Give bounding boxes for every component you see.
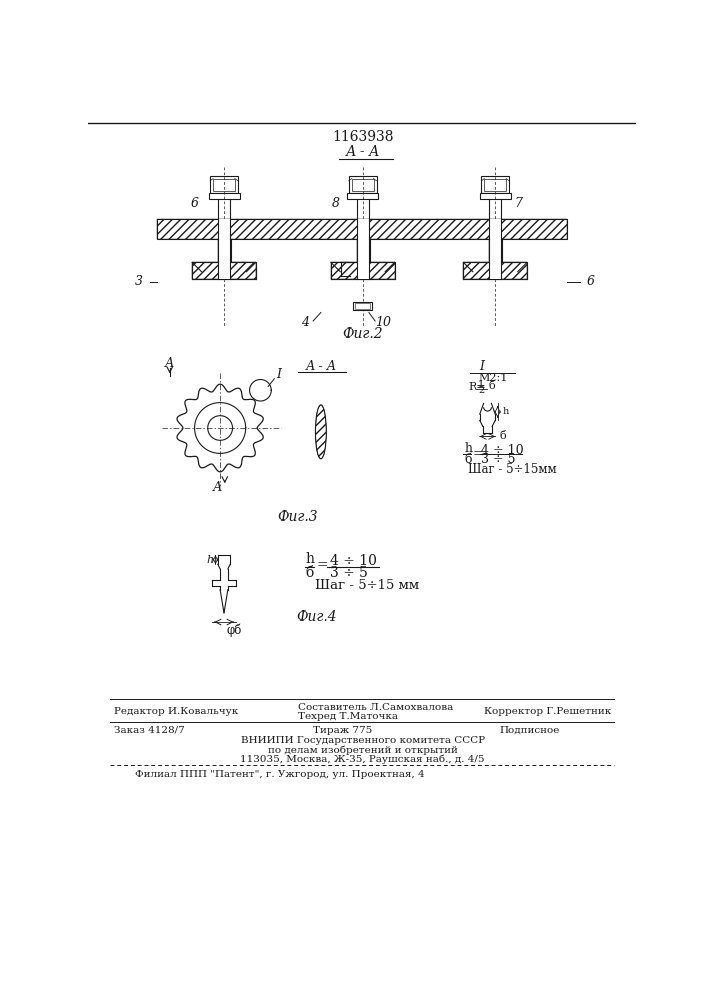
Bar bbox=[210, 176, 238, 193]
Bar bbox=[489, 239, 502, 262]
Text: h: h bbox=[502, 407, 508, 416]
Bar bbox=[484, 179, 506, 191]
Text: =: = bbox=[473, 447, 484, 460]
Text: М2:1: М2:1 bbox=[478, 373, 508, 383]
Text: 6: 6 bbox=[587, 275, 595, 288]
Text: h: h bbox=[464, 442, 472, 455]
Text: ВНИИПИ Государственного комитета СССР: ВНИИПИ Государственного комитета СССР bbox=[240, 736, 485, 745]
Text: б: б bbox=[464, 453, 472, 466]
Bar bbox=[218, 239, 231, 262]
Text: Редактор И.Ковальчук: Редактор И.Ковальчук bbox=[114, 707, 238, 716]
Text: 4 ÷ 10: 4 ÷ 10 bbox=[330, 554, 377, 568]
Text: I: I bbox=[479, 360, 484, 373]
Text: 6: 6 bbox=[191, 197, 199, 210]
Text: Техред Т.Маточка: Техред Т.Маточка bbox=[298, 712, 397, 721]
Bar bbox=[464, 262, 527, 279]
Bar bbox=[356, 239, 370, 262]
Text: 10: 10 bbox=[375, 316, 391, 329]
Bar bbox=[489, 239, 502, 262]
Text: Фиг.2: Фиг.2 bbox=[342, 327, 383, 341]
Bar bbox=[192, 262, 256, 279]
Bar bbox=[356, 262, 370, 279]
Text: Тираж 775: Тираж 775 bbox=[313, 726, 373, 735]
Bar bbox=[331, 262, 395, 279]
Text: Фиг.4: Фиг.4 bbox=[297, 610, 337, 624]
Text: Филиал ППП "Патент", г. Ужгород, ул. Проектная, 4: Филиал ППП "Патент", г. Ужгород, ул. Про… bbox=[135, 770, 424, 779]
Text: R=: R= bbox=[468, 382, 486, 392]
Bar bbox=[356, 219, 370, 239]
Bar bbox=[464, 262, 527, 279]
Text: 7: 7 bbox=[515, 197, 522, 210]
Bar bbox=[218, 219, 231, 239]
Bar bbox=[489, 219, 502, 239]
Bar bbox=[209, 193, 240, 199]
Text: Составитель Л.Самохвалова: Составитель Л.Самохвалова bbox=[298, 703, 453, 712]
Text: h: h bbox=[305, 552, 315, 566]
Bar bbox=[192, 262, 256, 279]
Text: Шаг - 5÷15 мм: Шаг - 5÷15 мм bbox=[315, 579, 419, 592]
Text: h: h bbox=[206, 555, 214, 565]
Bar bbox=[481, 176, 509, 193]
Bar bbox=[213, 179, 235, 191]
Bar bbox=[489, 239, 502, 262]
Bar bbox=[356, 239, 370, 262]
Text: А - А: А - А bbox=[305, 360, 337, 373]
Text: по делам изобретений и открытий: по делам изобретений и открытий bbox=[268, 745, 457, 755]
Ellipse shape bbox=[315, 405, 327, 459]
Bar bbox=[489, 262, 502, 279]
Bar bbox=[352, 179, 373, 191]
Text: 8: 8 bbox=[332, 197, 339, 210]
Bar bbox=[218, 239, 231, 262]
Text: 1163938: 1163938 bbox=[332, 130, 394, 144]
Text: А: А bbox=[212, 481, 222, 494]
Text: φб: φб bbox=[226, 624, 242, 637]
Text: Шаг - 5÷15мм: Шаг - 5÷15мм bbox=[468, 463, 556, 476]
Text: Корректор Г.Решетник: Корректор Г.Решетник bbox=[484, 707, 611, 716]
Bar bbox=[354, 302, 372, 310]
Text: А: А bbox=[165, 357, 175, 370]
Bar bbox=[355, 303, 370, 309]
Text: =: = bbox=[316, 558, 328, 572]
Text: 3: 3 bbox=[135, 275, 143, 288]
Text: 113035, Москва, Ж-35, Раушская наб., д. 4/5: 113035, Москва, Ж-35, Раушская наб., д. … bbox=[240, 754, 485, 764]
Text: б: б bbox=[499, 431, 506, 441]
Text: 1: 1 bbox=[478, 380, 484, 389]
Text: б: б bbox=[489, 381, 495, 391]
Text: Фиг.3: Фиг.3 bbox=[277, 510, 318, 524]
Bar bbox=[218, 262, 231, 279]
Text: 3 ÷ 5: 3 ÷ 5 bbox=[481, 453, 516, 466]
Bar bbox=[156, 219, 567, 239]
Text: А - А: А - А bbox=[346, 145, 380, 159]
Bar bbox=[347, 193, 378, 199]
Text: Подписное: Подписное bbox=[499, 726, 559, 735]
Text: 4 ÷ 10: 4 ÷ 10 bbox=[481, 444, 524, 457]
Bar bbox=[356, 239, 370, 262]
Text: 2: 2 bbox=[478, 386, 484, 395]
Bar bbox=[331, 262, 395, 279]
Bar bbox=[480, 193, 510, 199]
Text: Заказ 4128/7: Заказ 4128/7 bbox=[114, 726, 185, 735]
Text: 3 ÷ 5: 3 ÷ 5 bbox=[330, 566, 368, 580]
Bar bbox=[349, 176, 377, 193]
Bar bbox=[156, 219, 567, 239]
Text: 4: 4 bbox=[301, 316, 310, 329]
Text: б: б bbox=[305, 566, 314, 580]
Text: I: I bbox=[276, 368, 281, 381]
Bar bbox=[218, 239, 231, 262]
